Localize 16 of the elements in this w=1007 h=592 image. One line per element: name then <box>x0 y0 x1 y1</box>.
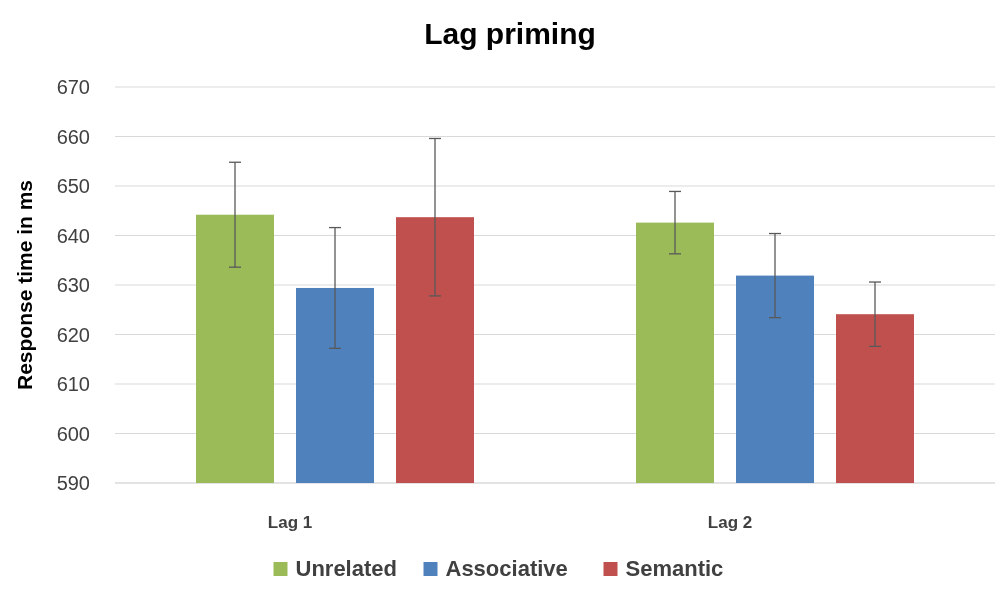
legend-label: Semantic <box>625 556 724 581</box>
y-tick-label: 660 <box>56 125 90 148</box>
y-tick-label: 620 <box>56 323 90 346</box>
x-tick-label: Lag 1 <box>267 513 313 532</box>
legend-label: Unrelated <box>295 556 397 581</box>
y-tick-label: 650 <box>56 175 90 197</box>
y-tick-label: 590 <box>56 472 90 494</box>
y-tick-label: 640 <box>56 224 90 247</box>
y-axis-title: Response time in ms <box>13 179 36 391</box>
chart-title: Lag priming <box>424 17 596 50</box>
legend-label: Associative <box>445 556 568 581</box>
x-tick-label: Lag 2 <box>707 513 753 532</box>
y-tick-label: 610 <box>56 373 90 395</box>
y-tick-label: 600 <box>56 422 90 445</box>
y-tick-label: 670 <box>56 76 90 98</box>
y-tick-label: 630 <box>56 274 90 296</box>
